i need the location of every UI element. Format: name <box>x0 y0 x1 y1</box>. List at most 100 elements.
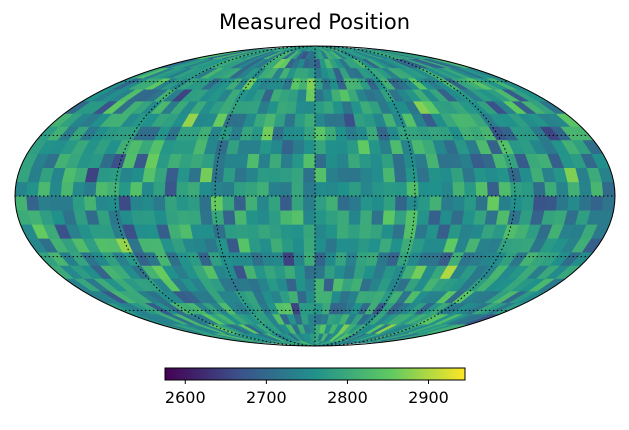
sky-pixel <box>337 195 350 211</box>
sky-pixel <box>234 167 248 183</box>
sky-pixel <box>314 113 326 127</box>
sky-pixel <box>15 195 29 211</box>
sky-pixel <box>292 238 305 253</box>
meridian-line <box>114 46 316 346</box>
sky-pixel <box>246 224 260 239</box>
sky-pixel <box>307 313 316 325</box>
sky-pixel <box>314 167 327 183</box>
sky-pixel <box>357 238 371 253</box>
sky-pixel <box>349 181 362 197</box>
sky-pixel <box>176 195 189 211</box>
sky-pixel <box>270 139 284 154</box>
sky-pixel <box>395 181 408 197</box>
sky-pixel <box>305 88 316 102</box>
sky-pixel <box>381 153 395 168</box>
sky-pixel <box>346 238 360 253</box>
sky-pixel <box>406 181 420 197</box>
colorbar-tick-label: 2800 <box>327 388 368 407</box>
sky-pixel <box>269 153 283 168</box>
sky-pixel <box>532 181 547 197</box>
sky-pixel <box>285 278 298 292</box>
sky-pixel <box>346 139 360 154</box>
sky-pixel <box>441 195 454 211</box>
sky-pixel <box>326 195 339 211</box>
sky-pixel <box>325 139 338 154</box>
sky-pixel <box>282 251 295 266</box>
sky-pixel <box>370 224 384 239</box>
sky-pixel <box>349 195 362 211</box>
sky-pixel <box>291 195 304 211</box>
meridian-line <box>214 46 316 346</box>
sky-pixel <box>268 195 281 211</box>
sky-pixel <box>324 126 337 141</box>
sky-pixel <box>199 209 214 225</box>
sky-pixel <box>521 195 535 211</box>
sky-pixel <box>259 238 273 253</box>
sky-pixel <box>199 195 212 211</box>
sky-pixel <box>268 167 282 183</box>
sky-pixel <box>486 181 500 197</box>
sky-pixel <box>235 153 249 168</box>
sky-pixel <box>357 139 371 154</box>
sky-pixel <box>348 209 362 225</box>
sky-pixel <box>544 195 558 211</box>
sky-pixel <box>475 181 489 197</box>
sky-pixel <box>314 139 327 154</box>
sky-pixel <box>314 88 325 102</box>
colorbar-tick-label: 2700 <box>246 388 287 407</box>
sky-pixel <box>83 195 98 211</box>
sky-pixel <box>475 195 489 211</box>
sky-pixel <box>248 238 262 253</box>
sky-pixel <box>291 209 304 225</box>
sky-pixel <box>268 181 281 197</box>
sky-pixel <box>509 181 524 197</box>
sky-pixel <box>83 181 98 197</box>
sky-pixel <box>441 181 454 197</box>
sky-pixel <box>259 139 273 154</box>
sky-pixel <box>314 278 325 292</box>
sky-pixel <box>381 224 395 239</box>
sky-pixel <box>314 195 327 211</box>
sky-pixel <box>314 265 326 279</box>
sky-pixel <box>106 195 121 211</box>
sky-pixel <box>26 181 40 197</box>
sky-pixel <box>372 195 385 211</box>
sky-pixel <box>291 181 304 197</box>
sky-pixel <box>269 224 283 239</box>
sky-pixel <box>303 167 316 183</box>
chart-title: Measured Position <box>218 10 411 34</box>
sky-pixel <box>335 251 348 266</box>
sky-pixel <box>199 167 214 183</box>
sky-pixel <box>348 167 362 183</box>
sky-pixel <box>305 290 316 304</box>
sky-pixel <box>292 224 305 239</box>
sky-pixel <box>305 100 316 114</box>
sky-pixel <box>324 251 337 266</box>
sky-pixel <box>314 224 327 239</box>
sky-pixel <box>245 181 258 197</box>
sky-pixel <box>248 139 262 154</box>
sky-pixel <box>153 181 166 197</box>
sky-pixel <box>370 153 384 168</box>
sky-pixel <box>283 113 297 127</box>
sky-pixel <box>336 238 349 253</box>
sky-pixel <box>306 77 316 90</box>
sky-pixel <box>544 181 558 197</box>
sky-pixel <box>382 209 396 225</box>
sky-pixel <box>305 278 316 292</box>
sky-pixel <box>486 195 500 211</box>
meridian-line <box>314 46 416 346</box>
sky-pixel <box>222 167 237 183</box>
sky-pixel <box>308 323 316 334</box>
sky-pixel <box>307 67 316 79</box>
sky-pixel <box>222 209 237 225</box>
sky-pixel <box>294 113 306 127</box>
sky-pixel <box>304 113 316 127</box>
sky-pixel <box>498 195 512 211</box>
sky-pixel <box>280 224 294 239</box>
sky-pixel <box>291 167 304 183</box>
sky-pixel <box>336 139 349 154</box>
sky-pixel <box>211 167 225 183</box>
sky-pixel <box>464 195 477 211</box>
sky-pixel <box>118 195 132 211</box>
